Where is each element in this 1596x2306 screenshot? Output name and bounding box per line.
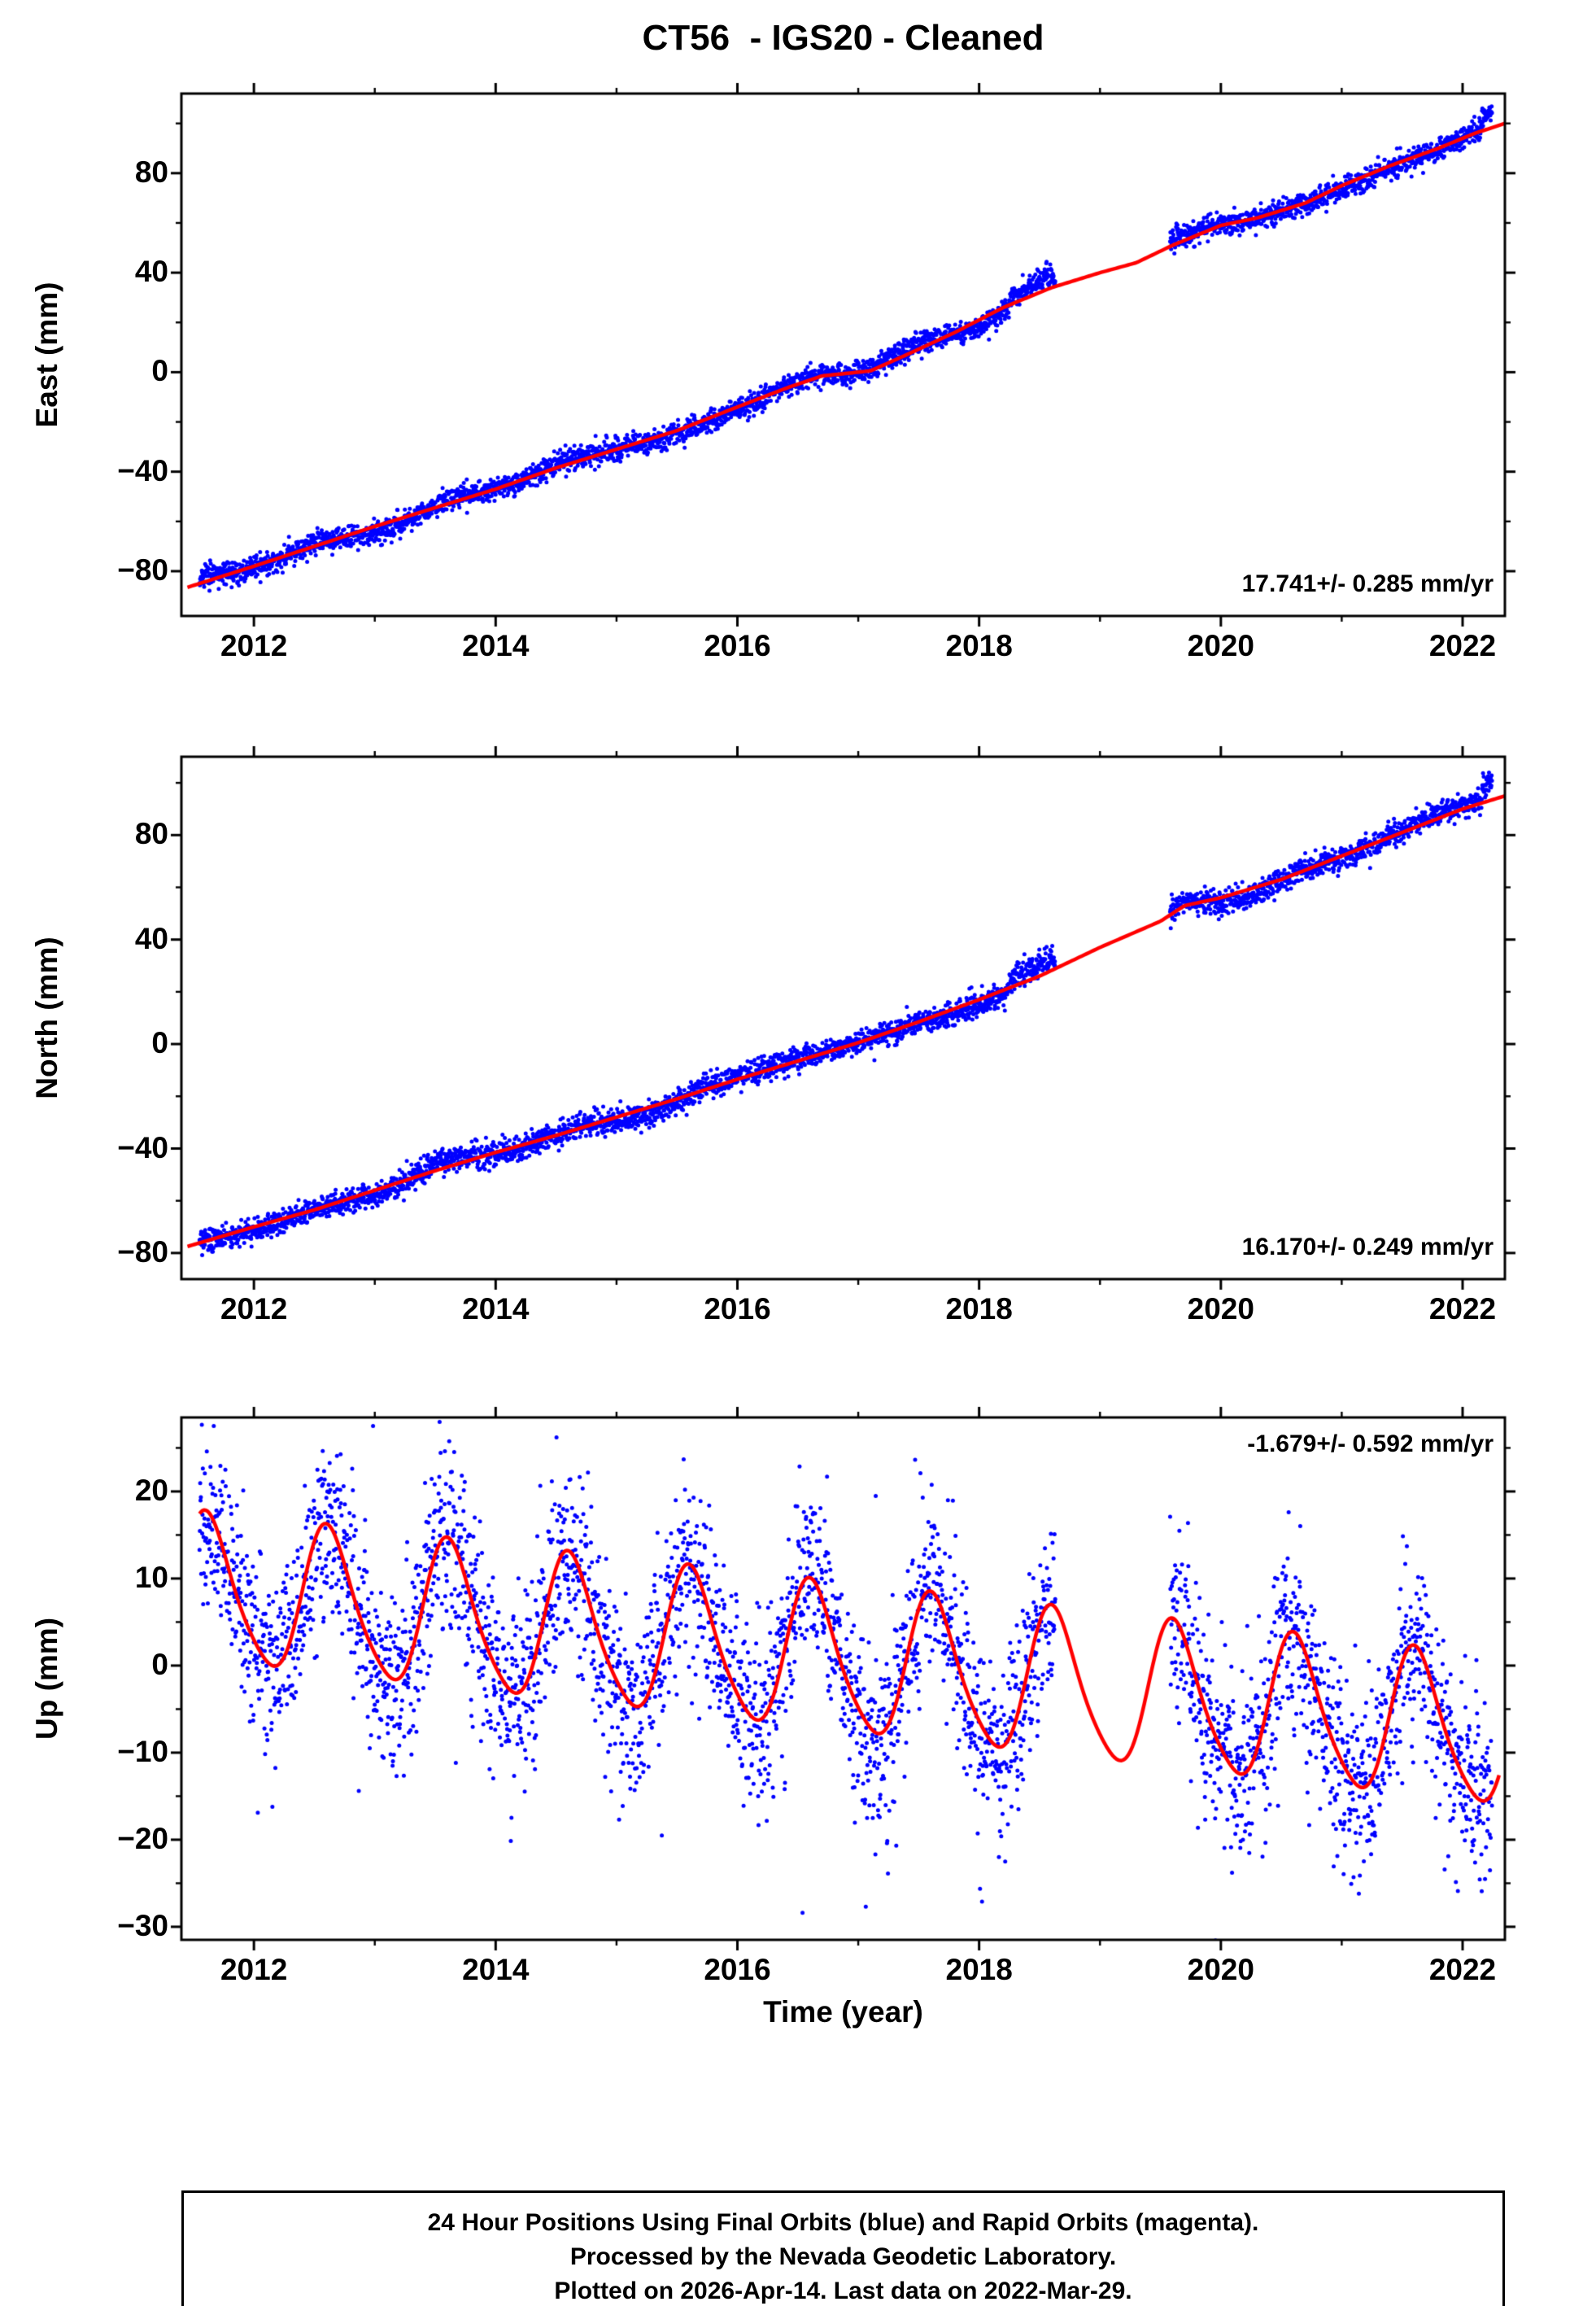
east-axis-label: East (mm) [30,282,63,428]
footer-line-3: Plotted on 2026-Apr-14. Last data on 202… [554,2278,1132,2304]
north-axis-label: North (mm) [30,937,63,1099]
footer-line-2: Processed by the Nevada Geodetic Laborat… [569,2243,1117,2270]
up-rate-annotation: -1.679+/- 0.592 mm/yr [1247,1430,1494,1457]
x-axis-label: Time (year) [763,1995,923,2029]
footer-line-1: 24 Hour Positions Using Final Orbits (bl… [427,2209,1259,2236]
up-axis-label: Up (mm) [30,1617,63,1740]
east-rate-annotation: 17.741+/- 0.285 mm/yr [1241,570,1494,597]
north-rate-annotation: 16.170+/- 0.249 mm/yr [1241,1234,1494,1260]
figure-title: CT56 - IGS20 - Cleaned [642,18,1044,58]
footer-box: 24 Hour Positions Using Final Orbits (bl… [181,2190,1505,2306]
